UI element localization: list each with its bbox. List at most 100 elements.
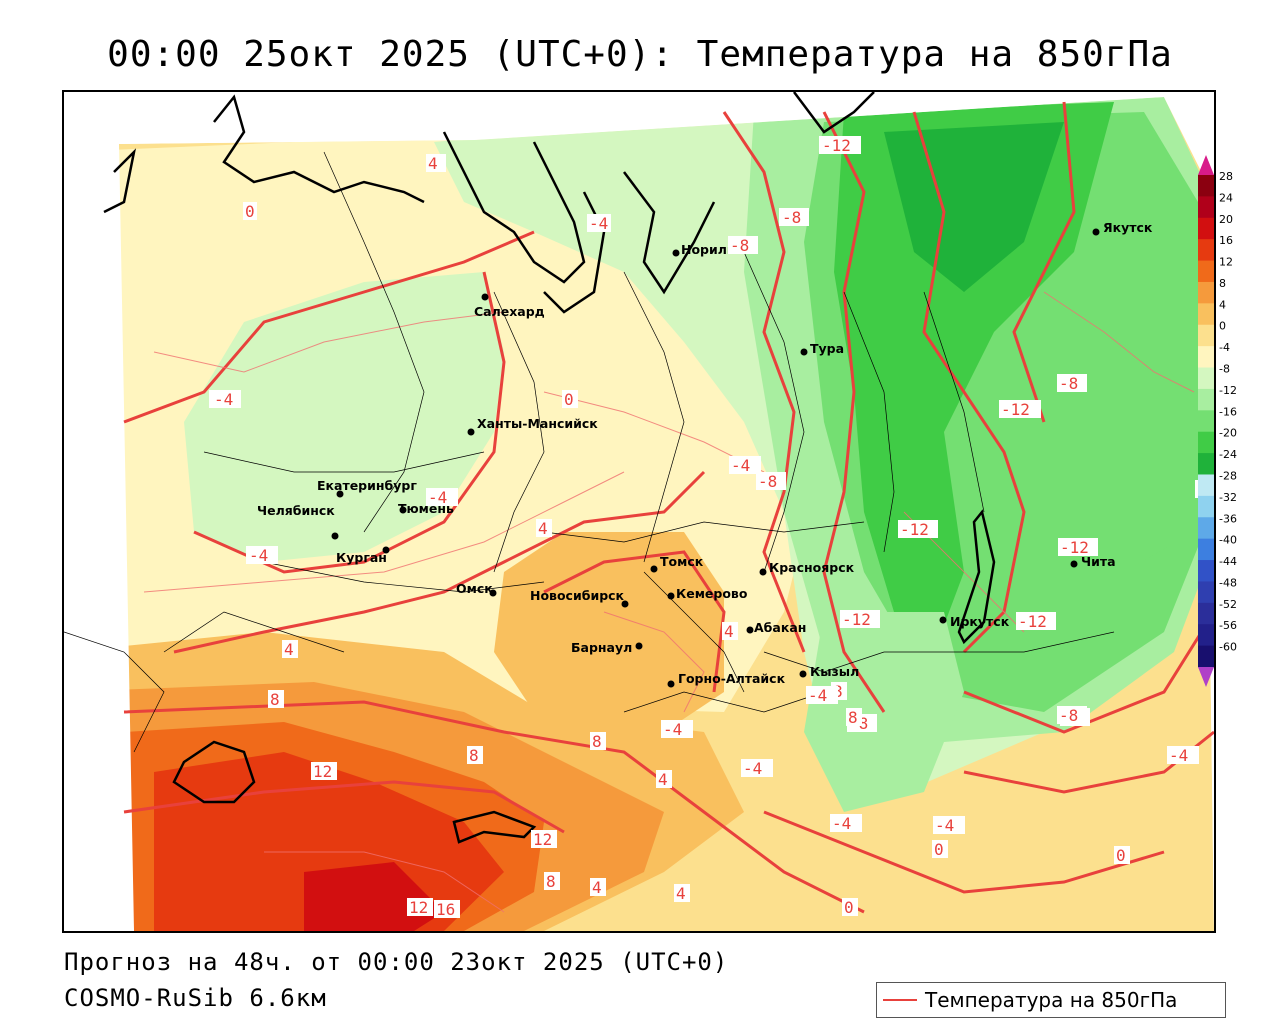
city-gorno-altaysk[interactable]: Горно-Алтайск	[667, 671, 786, 688]
city-dot	[336, 490, 344, 498]
colorbar-cell	[1198, 431, 1214, 454]
city-dot	[672, 249, 680, 257]
iso-label: 4	[724, 622, 734, 641]
iso-label: 8	[270, 690, 280, 709]
colorbar-cell	[1198, 645, 1214, 668]
iso-label: 4	[284, 640, 294, 659]
city-label-kurgan: Курган	[336, 550, 387, 565]
city-dot	[481, 293, 489, 301]
iso-label: 12	[533, 830, 552, 849]
city-yekaterinburg[interactable]: Екатеринбург	[317, 478, 417, 498]
colorbar-cell	[1198, 175, 1214, 197]
iso-label: 0	[844, 898, 854, 917]
city-tura[interactable]: Тура	[800, 341, 845, 356]
city-label-kemerovo: Кемерово	[676, 586, 748, 601]
iso-label: -8	[730, 236, 749, 255]
colorbar-cell	[1198, 260, 1214, 283]
iso-label: 4	[428, 154, 438, 173]
city-kyzyl[interactable]: Кызыл	[799, 664, 860, 679]
colorbar-cell	[1198, 453, 1214, 475]
iso-label: 16	[436, 900, 455, 919]
iso-label: 8	[848, 708, 858, 727]
colorbar-cell	[1198, 474, 1214, 497]
iso-label: -8	[1059, 706, 1078, 725]
city-novosibirsk[interactable]: Новосибирск	[530, 588, 629, 608]
city-omsk[interactable]: Омск	[456, 581, 497, 597]
city-irkutsk[interactable]: Иркутск	[939, 614, 1010, 629]
iso-label: 0	[564, 390, 574, 409]
colorbar-tick-label: 20	[1219, 213, 1233, 226]
colorbar-tick-label: 8	[1219, 277, 1226, 290]
city-kurgan[interactable]: Курган	[336, 546, 390, 566]
city-dot	[746, 626, 754, 634]
city-krasnoyarsk[interactable]: Красноярск	[759, 560, 855, 576]
city-label-tura: Тура	[810, 341, 844, 356]
city-tomsk[interactable]: Томск	[650, 554, 704, 573]
isotherm-lines	[123, 101, 1214, 914]
city-label-omsk: Омск	[456, 581, 493, 596]
city-label-yekaterinburg: Екатеринбург	[317, 478, 417, 493]
iso-label: -4	[214, 390, 233, 409]
map-legend: Температура на 850гПа	[876, 982, 1226, 1018]
city-dot	[939, 616, 947, 624]
coastlines	[103, 92, 996, 844]
iso-label: 0	[245, 202, 255, 221]
iso-label: 0	[934, 840, 944, 859]
iso-label: 4	[676, 884, 686, 903]
iso-label: -4	[731, 456, 750, 475]
city-label-tomsk: Томск	[660, 554, 704, 569]
colorbar-cell	[1198, 324, 1214, 347]
iso-label: -12	[1018, 612, 1047, 631]
temperature-field	[119, 97, 1214, 931]
temperature-colorbar: 28 24 20 16 12 8 4 0 -4 -8 -12 -16 -20 -24 -28 -32 -36 -4…	[1198, 155, 1237, 687]
colorbar-cell	[1198, 495, 1214, 518]
colorbar-tick-label: 0	[1219, 320, 1226, 333]
city-abakan[interactable]: Абакан	[746, 620, 807, 635]
colorbar-cell	[1198, 560, 1214, 582]
colorbar-cell	[1198, 346, 1214, 369]
iso-label: -4	[808, 686, 827, 705]
colorbar-tick-label: 16	[1219, 234, 1233, 247]
iso-label: 12	[409, 898, 428, 917]
city-chita[interactable]: Чита	[1070, 554, 1116, 569]
city-dot	[799, 670, 807, 678]
city-dot	[382, 546, 390, 554]
city-dot	[635, 642, 643, 650]
iso-label: -8	[758, 472, 777, 491]
city-dot	[667, 592, 675, 600]
city-barnaul[interactable]: Барнаул	[571, 640, 643, 655]
iso-label: 12	[313, 762, 332, 781]
colorbar-cell	[1198, 281, 1214, 304]
iso-label: 4	[538, 519, 548, 538]
iso-label: 4	[592, 878, 602, 897]
city-salekhard[interactable]: Салехард	[474, 293, 545, 320]
colorbar-tick-label: -48	[1219, 576, 1237, 589]
city-dot	[467, 428, 475, 436]
colorbar-top-arrow	[1198, 155, 1214, 175]
city-kemerovo[interactable]: Кемерово	[667, 586, 748, 601]
city-label-khanty-mansiysk: Ханты-Мансийск	[477, 416, 598, 431]
city-dot	[650, 565, 658, 573]
colorbar-cell	[1198, 217, 1214, 240]
city-chelyabinsk[interactable]: Челябинск	[257, 503, 339, 540]
legend-line-swatch	[883, 999, 917, 1001]
iso-label: -8	[782, 208, 801, 227]
colorbar-tick-label: -32	[1219, 491, 1237, 504]
admin-borders	[64, 151, 1115, 753]
colorbar-tick-label: -36	[1219, 512, 1237, 525]
colorbar-tick-label: -28	[1219, 469, 1237, 482]
city-dot	[399, 506, 407, 514]
colorbar-cell	[1198, 624, 1214, 647]
iso-label: -12	[1001, 400, 1030, 419]
city-dot	[1070, 560, 1078, 568]
city-label-salekhard: Салехард	[474, 304, 545, 319]
iso-label: -4	[589, 214, 608, 233]
city-khanty-mansiysk[interactable]: Ханты-Мансийск	[467, 416, 599, 436]
city-dot	[331, 532, 339, 540]
iso-label: -4	[832, 814, 851, 833]
colorbar-tick-label: -12	[1219, 384, 1237, 397]
temperature-map[interactable]: Якутск Норильск Салехард Тура Ханты-Манс…	[62, 90, 1216, 933]
city-yakutsk[interactable]: Якутск	[1092, 220, 1153, 236]
colorbar-cell	[1198, 303, 1214, 326]
city-dot	[489, 589, 497, 597]
